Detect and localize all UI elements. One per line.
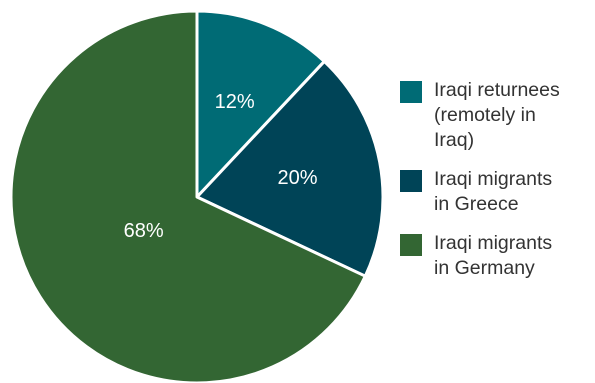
pie-slice-1 [195, 59, 385, 278]
slice-data-label-0: 12% [215, 91, 255, 113]
legend-swatch-2 [400, 234, 422, 256]
legend-swatch-0 [400, 81, 422, 103]
legend-item-1: Iraqi migrants in Greece [400, 167, 590, 217]
pie-slice-0 [195, 9, 326, 199]
legend-swatch-1 [400, 170, 422, 192]
legend: Iraqi returnees (remotely in Iraq) Iraqi … [400, 78, 590, 295]
legend-label-2: Iraqi migrants in Germany [434, 232, 553, 279]
legend-label-0: Iraqi returnees (remotely in Iraq) [434, 79, 560, 151]
legend-item-2: Iraqi migrants in Germany [400, 231, 590, 281]
legend-item-0: Iraqi returnees (remotely in Iraq) [400, 78, 590, 153]
pie-slice-2 [9, 9, 367, 383]
legend-label-1: Iraqi migrants in Greece [434, 168, 553, 215]
slice-data-label-2: 68% [124, 220, 164, 242]
slice-data-label-1: 20% [277, 167, 317, 189]
